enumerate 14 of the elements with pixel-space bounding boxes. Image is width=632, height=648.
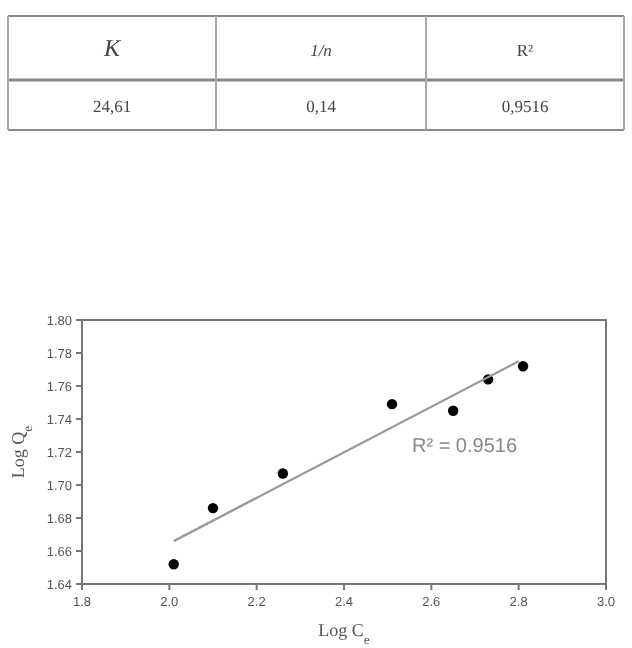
text: 0,9516 xyxy=(501,96,549,116)
point xyxy=(447,405,459,416)
text: 0,14 xyxy=(306,96,338,116)
point xyxy=(386,398,398,410)
annotation: R² = 0.9516 xyxy=(411,436,518,458)
x-axis-title: Log C$_{e}$ xyxy=(318,620,370,647)
point xyxy=(207,502,219,514)
point xyxy=(168,559,179,570)
text: K xyxy=(101,34,122,62)
text: 24,61 xyxy=(92,96,132,116)
point xyxy=(517,361,529,372)
point xyxy=(277,468,289,479)
text: R² xyxy=(516,40,535,60)
text: 1/n xyxy=(310,40,332,60)
